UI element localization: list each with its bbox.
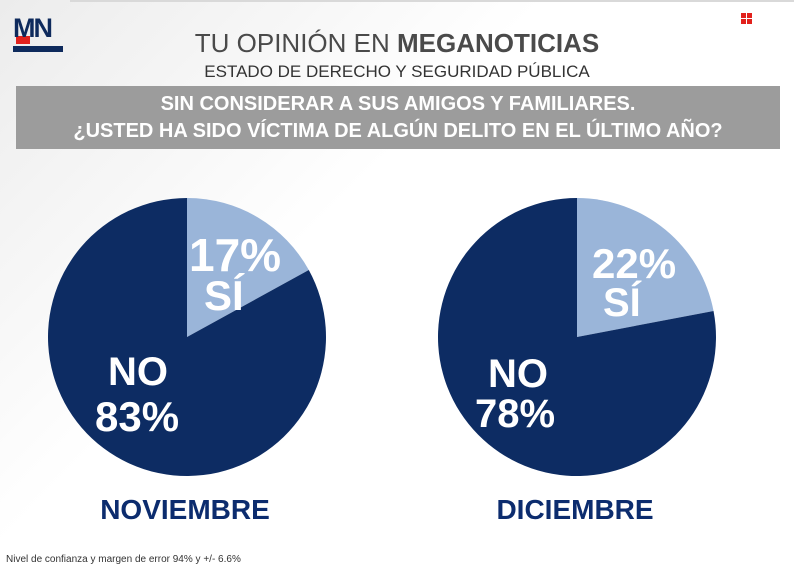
pie-2-no-label: NO	[488, 352, 548, 396]
question-banner: SIN CONSIDERAR A SUS AMIGOS Y FAMILIARES…	[16, 86, 780, 149]
pie-2-title: DICIEMBRE	[496, 494, 654, 525]
pie-1-slice-no	[48, 198, 326, 476]
pie-1-no-pct-label: 83%	[95, 393, 180, 440]
title-light: TU OPINIÓN EN	[194, 28, 390, 58]
question-line-1: SIN CONSIDERAR A SUS AMIGOS Y FAMILIARES…	[160, 93, 636, 115]
pie-2-yes-pct-label: 22%	[592, 240, 677, 287]
logo-red-mark	[16, 36, 30, 44]
page-subtitle: ESTADO DE DERECHO Y SEGURIDAD PÚBLICA	[204, 62, 590, 81]
pie-1-yes-pct-label: 17%	[189, 229, 282, 281]
page-title: TU OPINIÓN EN MEGANOTICIAS	[0, 28, 794, 59]
pie-1-title: NOVIEMBRE	[100, 494, 270, 525]
logo-underline	[13, 46, 63, 52]
pie-1-slice-yes	[187, 198, 309, 337]
logo-text: MN	[13, 13, 53, 43]
title-bold: MEGANOTICIAS	[397, 28, 600, 58]
top-divider	[70, 0, 794, 2]
question-line-2: ¿USTED HA SIDO VÍCTIMA DE ALGÚN DELITO E…	[73, 120, 723, 142]
pie-2-slice-yes	[577, 198, 714, 337]
pie-1-no-label: NO	[108, 350, 168, 394]
pie-2-slice-no	[437, 198, 716, 476]
pie-2-no-pct-label: 78%	[475, 392, 556, 436]
grid-icon	[741, 13, 753, 25]
pie-1-yes-label: SÍ	[204, 272, 244, 319]
meganoticias-logo: MN	[13, 14, 63, 54]
confidence-footnote: Nivel de confianza y margen de error 94%…	[6, 554, 241, 565]
pie-2-yes-label: SÍ	[603, 281, 641, 325]
